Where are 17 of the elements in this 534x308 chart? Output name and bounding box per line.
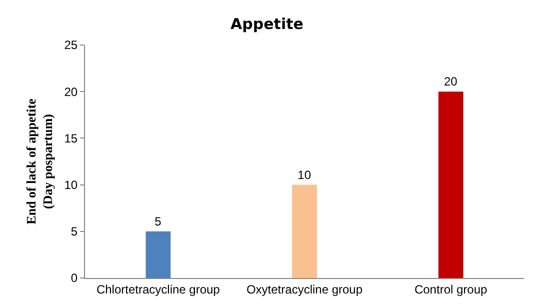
data-label: 5 — [154, 214, 162, 228]
y-tick-label: 10 — [64, 178, 78, 192]
bar — [292, 184, 317, 278]
x-tick-label: Oxytetracycline group — [246, 282, 363, 296]
y-tick-label: 5 — [70, 224, 78, 239]
bar — [438, 92, 464, 278]
data-label: 20 — [444, 74, 458, 89]
chart-title: Appetite — [230, 14, 304, 33]
x-tick-label: Chlortetracycline group — [96, 282, 220, 296]
y-tick-label: 20 — [64, 84, 78, 99]
data-label: 10 — [298, 168, 312, 182]
bar — [146, 231, 171, 278]
y-tick-label: 15 — [64, 131, 78, 146]
y-tick-label: 25 — [64, 38, 78, 52]
x-tick-label: Control group — [414, 282, 488, 296]
y-tick-label: 0 — [70, 271, 78, 286]
y-axis-title: End of lack of appetite (Day pospartum) — [23, 98, 56, 224]
